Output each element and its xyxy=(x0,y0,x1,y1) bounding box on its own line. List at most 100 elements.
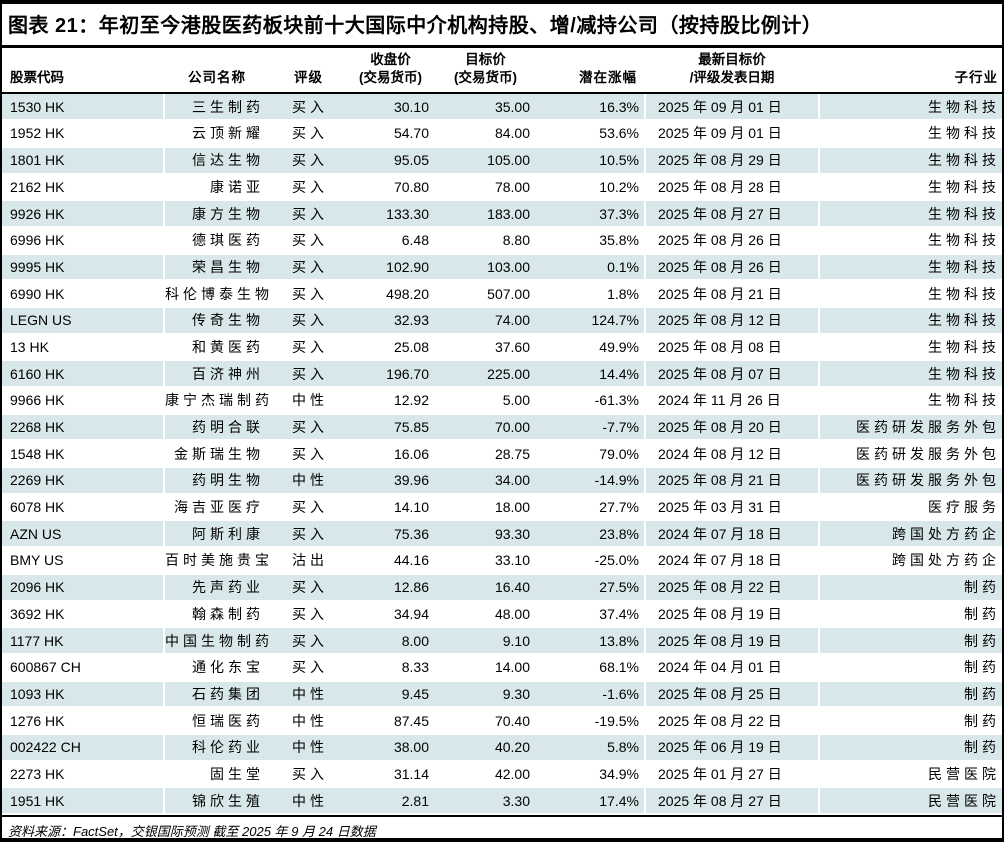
header-row: 股票代码 公司名称 评级 收盘价 (交易货币) 目标价 (交易货币) 潜在涨幅 … xyxy=(2,48,1002,95)
cell-sub-industry: 生物科技 xyxy=(819,306,1002,335)
cell-stock-code: AZN US xyxy=(2,520,165,549)
cell-latest-date: 2025 年 08 月 22 日 xyxy=(645,707,820,735)
cell-potential-upside: 16.3% xyxy=(537,93,646,122)
header-latest-date: 最新目标价 /评级发表日期 xyxy=(645,48,819,95)
cell-closing-price: 16.06 xyxy=(347,440,434,469)
cell-company-name: 三生制药 xyxy=(164,93,270,122)
header-stock-code: 股票代码 xyxy=(2,48,164,95)
cell-company-name: 荣昌生物 xyxy=(164,253,270,282)
cell-latest-date: 2025 年 06 月 19 日 xyxy=(645,733,820,762)
cell-company-name: 恒瑞医药 xyxy=(164,707,270,735)
cell-stock-code: 9966 HK xyxy=(2,387,165,415)
cell-rating: 买入 xyxy=(270,360,347,388)
cell-company-name: 传奇生物 xyxy=(164,306,270,335)
cell-rating: 买入 xyxy=(270,146,347,175)
cell-target-price: 225.00 xyxy=(434,360,537,388)
cell-sub-industry: 制药 xyxy=(819,600,1002,629)
cell-closing-price: 6.48 xyxy=(347,226,434,255)
cell-rating: 买入 xyxy=(270,173,347,202)
cell-stock-code: 6160 HK xyxy=(2,360,165,388)
cell-target-price: 5.00 xyxy=(434,387,537,415)
cell-company-name: 德琪医药 xyxy=(164,226,270,255)
cell-stock-code: 2096 HK xyxy=(2,573,165,602)
cell-closing-price: 70.80 xyxy=(347,173,434,202)
cell-potential-upside: 14.4% xyxy=(537,360,646,388)
cell-stock-code: 1801 HK xyxy=(2,146,165,175)
table-row: AZN US 阿斯利康 买入 75.36 93.30 23.8% 2024 年 … xyxy=(2,520,1002,549)
header-latest-date-line2: /评级发表日期 xyxy=(689,70,775,86)
cell-rating: 买入 xyxy=(270,93,347,122)
cell-latest-date: 2024 年 07 月 18 日 xyxy=(645,547,820,575)
table-row: BMY US 百时美施贵宝 沽出 44.16 33.10 -25.0% 2024… xyxy=(2,547,1002,575)
cell-latest-date: 2025 年 08 月 19 日 xyxy=(645,627,820,655)
cell-target-price: 74.00 xyxy=(434,306,537,335)
table-row: 9926 HK 康方生物 买入 133.30 183.00 37.3% 2025… xyxy=(2,200,1002,228)
table-row: 2273 HK 固生堂 买入 31.14 42.00 34.9% 2025 年 … xyxy=(2,760,1002,789)
cell-closing-price: 102.90 xyxy=(347,253,434,282)
cell-closing-price: 25.08 xyxy=(347,333,434,362)
cell-stock-code: 2268 HK xyxy=(2,413,165,442)
cell-sub-industry: 生物科技 xyxy=(819,253,1002,282)
cell-latest-date: 2025 年 08 月 07 日 xyxy=(645,360,820,388)
table-row: 1530 HK 三生制药 买入 30.10 35.00 16.3% 2025 年… xyxy=(2,93,1002,122)
cell-target-price: 78.00 xyxy=(434,173,537,202)
cell-target-price: 507.00 xyxy=(434,280,537,308)
cell-stock-code: 9995 HK xyxy=(2,253,165,282)
cell-sub-industry: 民营医院 xyxy=(819,787,1002,815)
cell-latest-date: 2025 年 08 月 29 日 xyxy=(645,146,820,175)
cell-target-price: 8.80 xyxy=(434,226,537,255)
cell-closing-price: 75.36 xyxy=(347,520,434,549)
cell-rating: 买入 xyxy=(270,440,347,469)
cell-target-price: 70.40 xyxy=(434,707,537,735)
header-company-name: 公司名称 xyxy=(164,48,270,95)
cell-rating: 买入 xyxy=(270,333,347,362)
header-latest-date-line1: 最新目标价 xyxy=(698,52,766,67)
cell-closing-price: 14.10 xyxy=(347,493,434,522)
cell-rating: 买入 xyxy=(270,493,347,522)
cell-target-price: 9.30 xyxy=(434,680,537,709)
cell-sub-industry: 制药 xyxy=(819,680,1002,709)
table-body: 1530 HK 三生制药 买入 30.10 35.00 16.3% 2025 年… xyxy=(2,93,1002,815)
cell-closing-price: 87.45 xyxy=(347,707,434,735)
cell-sub-industry: 医药研发服务外包 xyxy=(819,467,1002,495)
cell-latest-date: 2024 年 07 月 18 日 xyxy=(645,520,820,549)
cell-potential-upside: 10.2% xyxy=(537,173,646,202)
cell-potential-upside: 17.4% xyxy=(537,787,646,815)
table-row: 1276 HK 恒瑞医药 中性 87.45 70.40 -19.5% 2025 … xyxy=(2,707,1002,735)
cell-rating: 买入 xyxy=(270,226,347,255)
cell-rating: 买入 xyxy=(270,413,347,442)
cell-closing-price: 9.45 xyxy=(347,680,434,709)
table-row: 600867 CH 通化东宝 买入 8.33 14.00 68.1% 2024 … xyxy=(2,653,1002,682)
cell-potential-upside: 53.6% xyxy=(537,120,646,148)
cell-potential-upside: 13.8% xyxy=(537,627,646,655)
cell-latest-date: 2025 年 08 月 08 日 xyxy=(645,333,820,362)
cell-stock-code: 600867 CH xyxy=(2,653,165,682)
cell-rating: 中性 xyxy=(270,680,347,709)
cell-target-price: 70.00 xyxy=(434,413,537,442)
cell-closing-price: 75.85 xyxy=(347,413,434,442)
cell-potential-upside: -14.9% xyxy=(537,467,646,495)
cell-company-name: 康宁杰瑞制药 xyxy=(164,387,270,415)
cell-target-price: 35.00 xyxy=(434,93,537,122)
table-row: 2269 HK 药明生物 中性 39.96 34.00 -14.9% 2025 … xyxy=(2,467,1002,495)
cell-potential-upside: 10.5% xyxy=(537,146,646,175)
cell-closing-price: 8.33 xyxy=(347,653,434,682)
cell-sub-industry: 生物科技 xyxy=(819,333,1002,362)
table-row: 1093 HK 石药集团 中性 9.45 9.30 -1.6% 2025 年 0… xyxy=(2,680,1002,709)
cell-company-name: 石药集团 xyxy=(164,680,270,709)
cell-company-name: 通化东宝 xyxy=(164,653,270,682)
cell-rating: 买入 xyxy=(270,280,347,308)
cell-sub-industry: 生物科技 xyxy=(819,200,1002,228)
cell-stock-code: 6996 HK xyxy=(2,226,165,255)
cell-closing-price: 2.81 xyxy=(347,787,434,815)
table-header: 股票代码 公司名称 评级 收盘价 (交易货币) 目标价 (交易货币) 潜在涨幅 … xyxy=(2,48,1002,95)
header-rating: 评级 xyxy=(270,48,347,95)
cell-stock-code: LEGN US xyxy=(2,306,165,335)
header-closing-price: 收盘价 (交易货币) xyxy=(347,48,434,95)
cell-company-name: 百济神州 xyxy=(164,360,270,388)
cell-rating: 中性 xyxy=(270,387,347,415)
cell-latest-date: 2025 年 01 月 27 日 xyxy=(645,760,820,789)
cell-latest-date: 2025 年 08 月 20 日 xyxy=(645,413,820,442)
cell-stock-code: 9926 HK xyxy=(2,200,165,228)
cell-potential-upside: 79.0% xyxy=(537,440,646,469)
